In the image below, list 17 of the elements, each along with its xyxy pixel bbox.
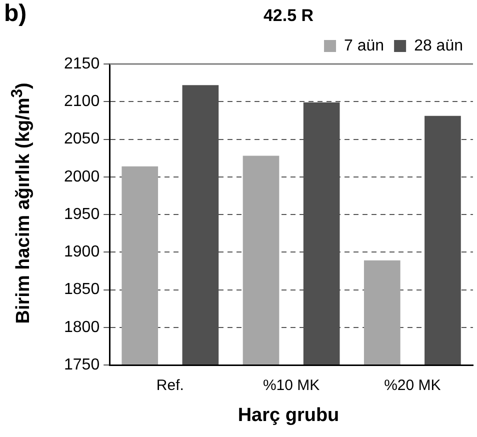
text: b) xyxy=(4,0,27,28)
y-tick-label: 1750 xyxy=(64,356,100,374)
y-tick-label: 2100 xyxy=(64,93,100,110)
x-tick-label: %10 MK xyxy=(262,377,320,394)
x-axis-title: Harç grubu xyxy=(236,405,340,427)
legend-label: 7 aün xyxy=(344,37,384,54)
x-tick-label: Ref. xyxy=(156,377,184,394)
chart-title: 42.5 R xyxy=(262,6,315,26)
y-tick-label: 1900 xyxy=(64,244,100,261)
x-tick-label: %20 MK xyxy=(384,377,441,394)
y-tick-label: 1850 xyxy=(64,281,100,298)
y-tick-label: 2150 xyxy=(64,55,100,72)
legend-label: 28 aün xyxy=(414,37,463,54)
y-tick-label: 1950 xyxy=(64,206,100,223)
y-tick-label: 2000 xyxy=(64,168,100,186)
y-tick-label: 2050 xyxy=(64,130,100,148)
y-tick-label: 1800 xyxy=(64,318,100,336)
